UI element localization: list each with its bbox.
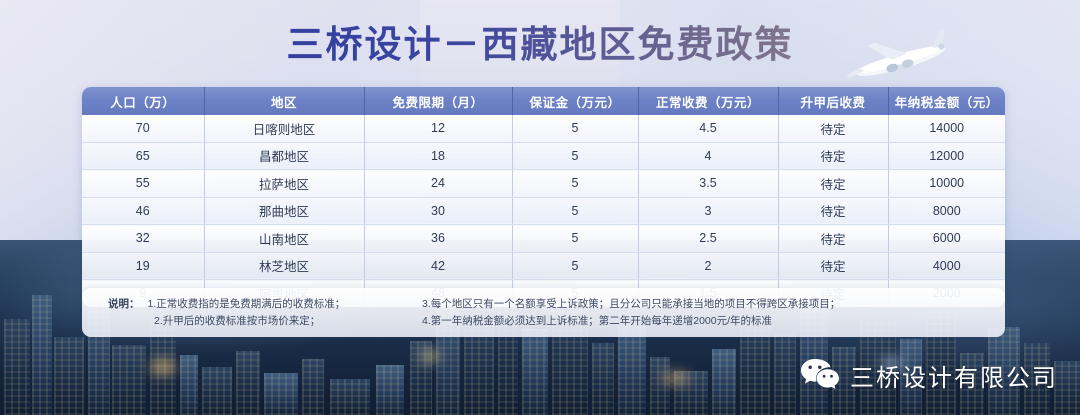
table-row: 32 山南地区 36 5 2.5 待定 6000 (82, 224, 1005, 253)
cell-region: 昌都地区 (204, 142, 365, 170)
cell-free-period: 24 (364, 169, 513, 198)
cell-free-period: 42 (364, 252, 513, 280)
cell-deposit: 5 (512, 252, 639, 280)
table-row: 19 林芝地区 42 5 2 待定 4000 (82, 252, 1005, 280)
note-item-1: 1.正常收费指的是免费期满后的收费标准； (147, 297, 346, 310)
table-row: 55 拉萨地区 24 5 3.5 待定 10000 (82, 169, 1005, 198)
cell-deposit: 5 (512, 115, 639, 143)
cell-deposit: 5 (512, 197, 639, 225)
cell-deposit: 5 (512, 169, 639, 198)
airplane-icon (828, 28, 968, 90)
cell-annual-tax: 8000 (888, 197, 1005, 225)
cell-annual-tax: 6000 (888, 224, 1005, 253)
cell-normal-fee: 3.5 (638, 169, 779, 198)
cell-normal-fee: 2 (638, 252, 779, 280)
notes-column-right: 3.每个地区只有一个名额享受上诉政策；且分公司只能承接当地的项目不得跨区承接项目… (408, 298, 979, 328)
cell-free-period: 18 (364, 142, 513, 170)
cell-population: 46 (82, 197, 205, 225)
cell-upgrade-fee: 待定 (778, 142, 889, 170)
cell-normal-fee: 2.5 (638, 224, 779, 253)
header-population: 人口（万） (82, 87, 205, 115)
cell-region: 林芝地区 (204, 252, 365, 280)
cell-free-period: 36 (364, 224, 513, 253)
cell-region: 日喀则地区 (204, 115, 365, 143)
cell-population: 19 (82, 252, 205, 280)
policy-table: 人口（万） 地区 免费限期（月） 保证金（万元） 正常收费（万元） 升甲后收费 … (82, 87, 1005, 307)
cell-upgrade-fee: 待定 (778, 115, 889, 143)
page-title: 三桥设计－西藏地区免费政策 (0, 22, 1080, 68)
cell-region: 拉萨地区 (204, 169, 365, 198)
header-upgrade-fee: 升甲后收费 (778, 87, 889, 115)
cell-population: 65 (82, 142, 205, 170)
cell-region: 那曲地区 (204, 197, 365, 225)
company-name: 三桥设计有限公司 (850, 364, 1058, 392)
notes-column-left: 说明： 1.正常收费指的是免费期满后的收费标准； 2.升甲后的收费标准按市场价来… (108, 298, 408, 328)
cell-normal-fee: 3 (638, 197, 779, 225)
header-region: 地区 (204, 87, 365, 115)
cell-annual-tax: 10000 (888, 169, 1005, 198)
table-header: 人口（万） 地区 免费限期（月） 保证金（万元） 正常收费（万元） 升甲后收费 … (82, 87, 1005, 115)
header-free-period: 免费限期（月） (364, 87, 513, 115)
note-item-3: 3.每个地区只有一个名额享受上诉政策；且分公司只能承接当地的项目不得跨区承接项目… (422, 297, 841, 310)
header-annual-tax: 年纳税金额（元） (888, 87, 1005, 115)
cell-upgrade-fee: 待定 (778, 169, 889, 198)
policy-table-element: 人口（万） 地区 免费限期（月） 保证金（万元） 正常收费（万元） 升甲后收费 … (82, 87, 1005, 307)
cell-population: 55 (82, 169, 205, 198)
header-deposit: 保证金（万元） (512, 87, 639, 115)
cell-annual-tax: 14000 (888, 115, 1005, 143)
notes-panel: 说明： 1.正常收费指的是免费期满后的收费标准； 2.升甲后的收费标准按市场价来… (82, 288, 1005, 337)
table-row: 46 那曲地区 30 5 3 待定 8000 (82, 197, 1005, 225)
notes-label: 说明： (108, 297, 140, 310)
cell-upgrade-fee: 待定 (778, 252, 889, 280)
wechat-footer: 三桥设计有限公司 (800, 356, 1058, 395)
table-body: 70 日喀则地区 12 5 4.5 待定 14000 65 昌都地区 18 5 … (82, 115, 1005, 307)
header-normal-fee: 正常收费（万元） (638, 87, 779, 115)
cell-free-period: 30 (364, 197, 513, 225)
cell-upgrade-fee: 待定 (778, 197, 889, 225)
note-item-2: 2.升甲后的收费标准按市场价来定； (154, 314, 321, 327)
cell-free-period: 12 (364, 115, 513, 143)
table-header-row: 人口（万） 地区 免费限期（月） 保证金（万元） 正常收费（万元） 升甲后收费 … (82, 87, 1005, 115)
cell-deposit: 5 (512, 224, 639, 253)
cell-population: 70 (82, 115, 205, 143)
wechat-icon (800, 356, 840, 395)
note-item-4: 4.第一年纳税金额必须达到上诉标准；第二年开始每年递增2000元/年的标准 (422, 314, 773, 327)
cell-region: 山南地区 (204, 224, 365, 253)
cell-deposit: 5 (512, 142, 639, 170)
cell-normal-fee: 4.5 (638, 115, 779, 143)
cell-upgrade-fee: 待定 (778, 224, 889, 253)
table-row: 70 日喀则地区 12 5 4.5 待定 14000 (82, 115, 1005, 143)
cell-annual-tax: 4000 (888, 252, 1005, 280)
cell-annual-tax: 12000 (888, 142, 1005, 170)
cell-normal-fee: 4 (638, 142, 779, 170)
table-row: 65 昌都地区 18 5 4 待定 12000 (82, 142, 1005, 170)
cell-population: 32 (82, 224, 205, 253)
